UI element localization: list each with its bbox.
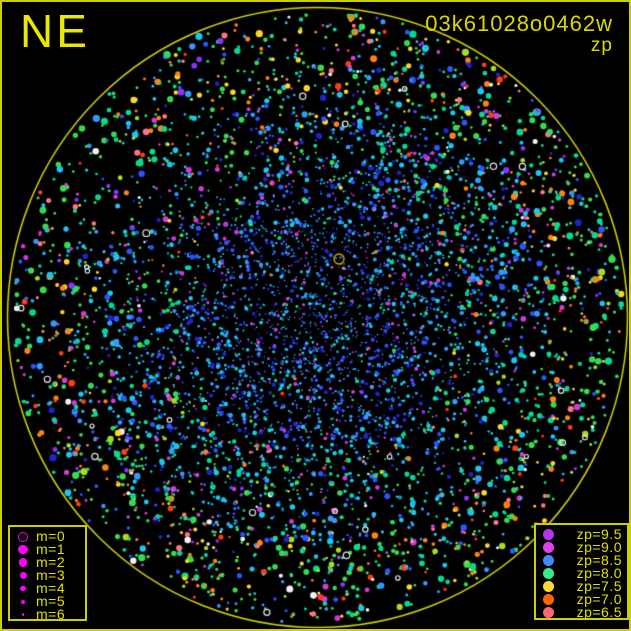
legend-row: m=3: [10, 567, 85, 583]
legend-row: m=6: [10, 606, 85, 622]
legend-label: zp=7.0: [576, 591, 622, 607]
legend-marker-icon: [10, 613, 36, 616]
magnitude-legend: m=0 m=1 m=2 m=3 m=4 m=5 m=6: [8, 525, 87, 621]
legend-row: zp=9.5: [536, 526, 627, 542]
legend-label: zp=9.0: [576, 539, 622, 555]
legend-label: m=6: [36, 606, 66, 622]
legend-label: zp=8.0: [576, 565, 622, 581]
zeropoint-legend: zp=9.5 zp=9.0 zp=8.5 zp=8.0 zp=7.5 zp=7.0 zp=6…: [534, 523, 629, 620]
legend-row: m=1: [10, 541, 85, 557]
legend-marker-icon: [10, 531, 36, 542]
legend-label: m=3: [36, 567, 66, 583]
legend-marker-icon: [536, 581, 560, 592]
legend-marker-icon: [536, 529, 560, 540]
legend-label: m=1: [36, 541, 66, 557]
legend-label: zp=8.5: [576, 552, 622, 568]
legend-label: zp=6.5: [576, 604, 622, 620]
legend-marker-icon: [536, 568, 560, 579]
legend-row: zp=6.5: [536, 604, 627, 620]
legend-row: m=0: [10, 528, 85, 544]
legend-marker-icon: [10, 585, 36, 592]
legend-row: zp=8.5: [536, 552, 627, 568]
legend-row: zp=7.0: [536, 591, 627, 607]
legend-label: zp=7.5: [576, 578, 622, 594]
plot-title: 03k61028o0462w: [425, 11, 613, 36]
legend-row: m=2: [10, 554, 85, 570]
legend-row: m=5: [10, 593, 85, 609]
legend-marker-icon: [10, 572, 36, 579]
legend-marker-icon: [10, 544, 36, 555]
legend-label: m=2: [36, 554, 66, 570]
legend-label: m=0: [36, 528, 66, 544]
orientation-label: NE: [20, 5, 90, 57]
legend-row: m=4: [10, 580, 85, 596]
legend-marker-icon: [536, 542, 560, 553]
plot-subtitle: zp: [590, 35, 613, 56]
legend-marker-icon: [10, 599, 36, 604]
legend-row: zp=8.0: [536, 565, 627, 581]
legend-label: zp=9.5: [576, 526, 622, 542]
legend-marker-icon: [10, 558, 36, 567]
legend-label: m=4: [36, 580, 66, 596]
legend-marker-icon: [536, 555, 560, 566]
legend-label: m=5: [36, 593, 66, 609]
legend-marker-icon: [536, 607, 560, 618]
legend-row: zp=7.5: [536, 578, 627, 594]
legend-marker-icon: [536, 594, 560, 605]
legend-row: zp=9.0: [536, 539, 627, 555]
